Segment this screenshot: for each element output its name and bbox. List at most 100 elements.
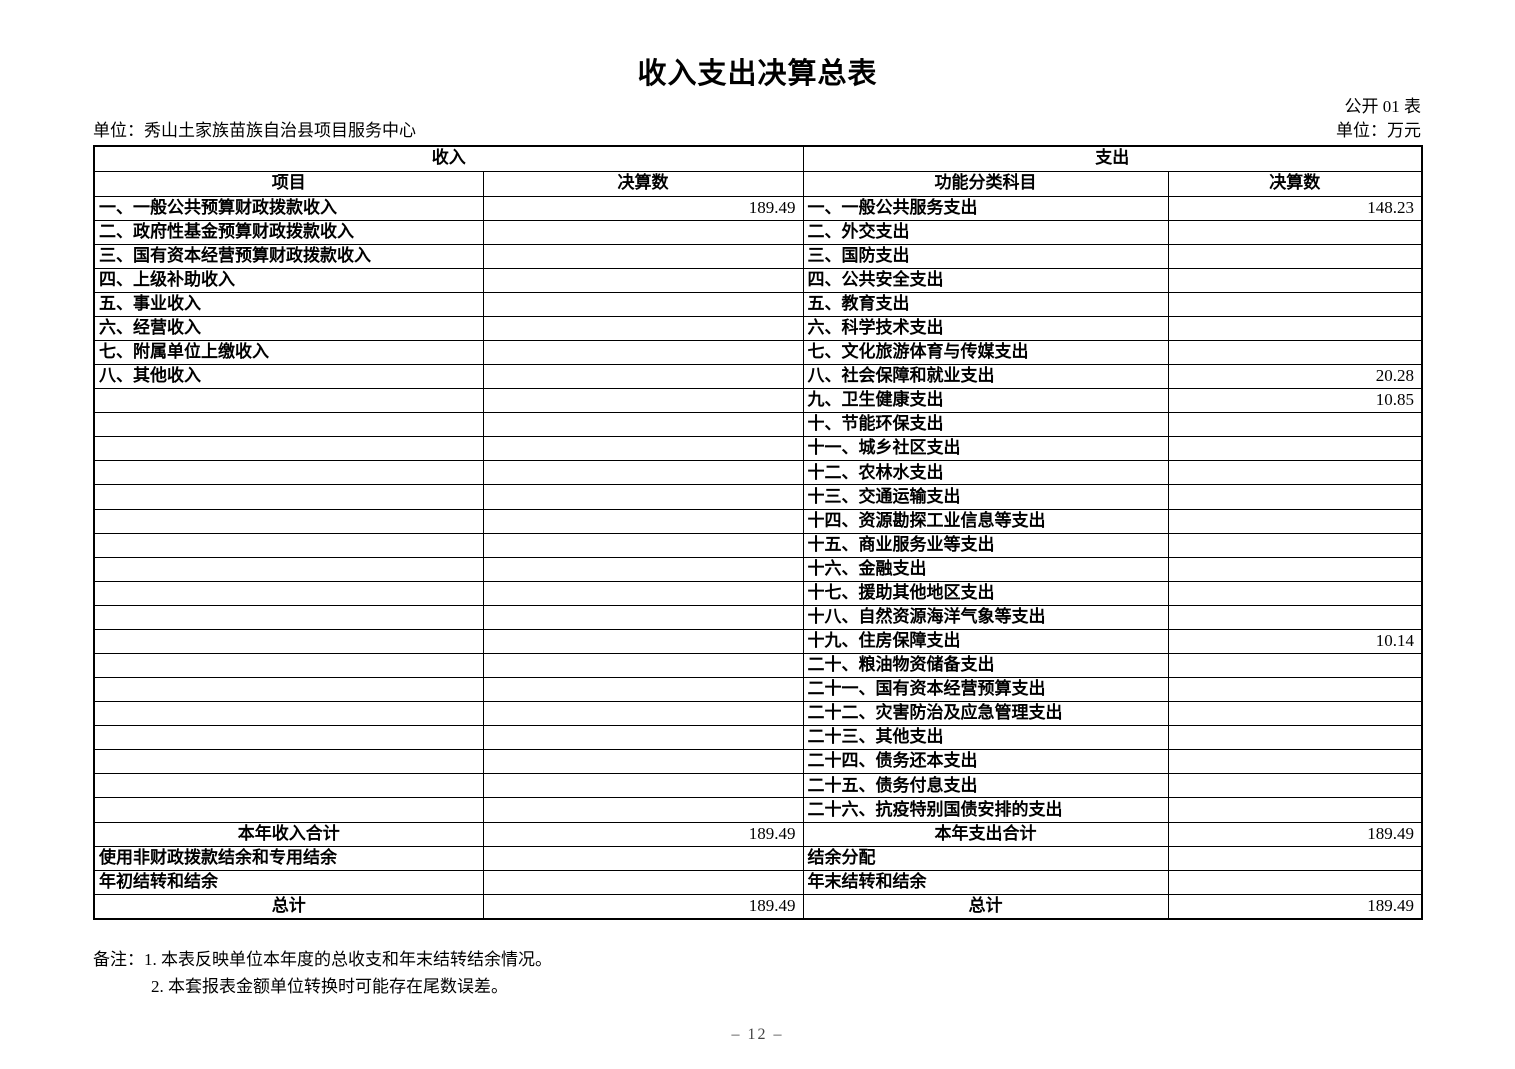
income-item-cell (93, 460, 484, 486)
income-item-cell (93, 532, 484, 558)
expense-item-cell: 一、一般公共服务支出 (802, 195, 1169, 221)
expense-amount-cell (1167, 484, 1423, 510)
column-header-row: 项目 决算数 功能分类科目 决算数 (93, 170, 1423, 197)
income-item-cell: 总计 (93, 893, 484, 920)
income-amount-cell (482, 532, 804, 558)
expense-item-cell: 十四、资源勘探工业信息等支出 (802, 508, 1169, 534)
income-item-cell (93, 701, 484, 727)
expense-amount-cell (1167, 580, 1423, 606)
income-amount-cell (482, 484, 804, 510)
expense-section-header: 支出 (802, 145, 1423, 172)
income-item-cell (93, 773, 484, 799)
income-item-cell: 七、附属单位上缴收入 (93, 339, 484, 366)
expense-amount-cell: 189.49 (1167, 821, 1423, 847)
expense-item-cell: 十五、商业服务业等支出 (802, 532, 1169, 558)
notes-line-1: 备注：1. 本表反映单位本年度的总收支和年末结转结余情况。 (93, 946, 552, 973)
expense-amount-cell (1167, 677, 1423, 703)
expense-amount-cell (1167, 773, 1423, 799)
col-header-expense-amount: 决算数 (1167, 170, 1423, 197)
income-item-cell (93, 484, 484, 510)
expense-item-cell: 二十二、灾害防治及应急管理支出 (802, 701, 1169, 727)
expense-item-cell: 七、文化旅游体育与传媒支出 (802, 339, 1169, 366)
expense-item-cell: 十、节能环保支出 (802, 412, 1169, 438)
income-item-cell: 三、国有资本经营预算财政拨款收入 (93, 243, 484, 269)
expense-amount-cell: 10.85 (1167, 388, 1423, 414)
expense-item-cell: 二十四、债务还本支出 (802, 749, 1169, 775)
table-row: 二十三、其他支出 (93, 725, 1423, 751)
budget-summary-table: 收入 支出 项目 决算数 功能分类科目 决算数 一、一般公共预算财政拨款收入 18… (93, 145, 1423, 920)
income-amount-cell (482, 797, 804, 823)
income-amount-cell (482, 869, 804, 895)
table-code: 公开 01 表 (1344, 97, 1422, 116)
income-amount-cell (482, 556, 804, 582)
col-header-income-amount: 决算数 (482, 170, 804, 197)
expense-amount-cell: 148.23 (1167, 195, 1423, 221)
table-row: 二十二、灾害防治及应急管理支出 (93, 701, 1423, 727)
income-item-cell: 六、经营收入 (93, 315, 484, 341)
income-item-cell (93, 604, 484, 630)
expense-item-cell: 三、国防支出 (802, 243, 1169, 269)
expense-amount-cell (1167, 243, 1423, 269)
page-title: 收入支出决算总表 (637, 58, 878, 90)
table-row: 八、其他收入 八、社会保障和就业支出 20.28 (93, 364, 1423, 390)
expense-item-cell: 年末结转和结余 (802, 869, 1169, 895)
expense-item-cell: 结余分配 (802, 845, 1169, 871)
income-item-cell (93, 677, 484, 703)
page-number: – 12 – (731, 1026, 784, 1043)
income-item-cell (93, 652, 484, 679)
table-row: 十八、自然资源海洋气象等支出 (93, 604, 1423, 630)
expense-amount-cell (1167, 339, 1423, 366)
expense-item-cell: 十三、交通运输支出 (802, 484, 1169, 510)
income-amount-cell: 189.49 (482, 821, 804, 847)
expense-item-cell: 九、卫生健康支出 (802, 388, 1169, 414)
income-amount-cell (482, 291, 804, 317)
table-row: 一、一般公共预算财政拨款收入 189.49 一、一般公共服务支出 148.23 (93, 195, 1423, 221)
table-row: 二十、粮油物资储备支出 (93, 652, 1423, 679)
expense-amount-cell (1167, 701, 1423, 727)
expense-amount-cell (1167, 532, 1423, 558)
expense-amount-cell (1167, 315, 1423, 341)
income-amount-cell (482, 243, 804, 269)
income-item-cell: 二、政府性基金预算财政拨款收入 (93, 219, 484, 245)
income-amount-cell (482, 604, 804, 630)
expense-item-cell: 十七、援助其他地区支出 (802, 580, 1169, 606)
expense-amount-cell (1167, 219, 1423, 245)
expense-item-cell: 二十五、债务付息支出 (802, 773, 1169, 799)
expense-amount-cell (1167, 869, 1423, 895)
expense-amount-cell: 10.14 (1167, 628, 1423, 654)
income-amount-cell (482, 628, 804, 654)
income-item-cell: 八、其他收入 (93, 364, 484, 390)
income-amount-cell (482, 364, 804, 390)
table-row: 十三、交通运输支出 (93, 484, 1423, 510)
income-item-cell (93, 725, 484, 751)
income-amount-cell (482, 725, 804, 751)
col-header-income-item: 项目 (93, 170, 484, 197)
table-row: 六、经营收入 六、科学技术支出 (93, 315, 1423, 341)
expense-amount-cell (1167, 556, 1423, 582)
table-row: 十一、城乡社区支出 (93, 436, 1423, 462)
income-item-cell (93, 412, 484, 438)
income-item-cell (93, 797, 484, 823)
income-amount-cell (482, 315, 804, 341)
table-row: 五、事业收入 五、教育支出 (93, 291, 1423, 317)
expense-item-cell: 二十三、其他支出 (802, 725, 1169, 751)
table-row: 四、上级补助收入 四、公共安全支出 (93, 267, 1423, 293)
income-item-cell (93, 508, 484, 534)
income-amount-cell (482, 773, 804, 799)
income-item-cell: 年初结转和结余 (93, 869, 484, 895)
table-row: 十五、商业服务业等支出 (93, 532, 1423, 558)
expense-amount-cell (1167, 749, 1423, 775)
income-item-cell (93, 556, 484, 582)
expense-amount-cell (1167, 845, 1423, 871)
expense-item-cell: 总计 (802, 893, 1169, 920)
currency-unit-label: 单位：万元 (1336, 121, 1421, 140)
expense-item-cell: 五、教育支出 (802, 291, 1169, 317)
table-row: 二十六、抗疫特别国债安排的支出 (93, 797, 1423, 823)
table-row: 十六、金融支出 (93, 556, 1423, 582)
expense-item-cell: 八、社会保障和就业支出 (802, 364, 1169, 390)
income-item-cell (93, 436, 484, 462)
col-header-expense-item: 功能分类科目 (802, 170, 1169, 197)
income-amount-cell (482, 412, 804, 438)
meta-row: 单位：秀山土家族苗族自治县项目服务中心 单位：万元 (93, 116, 1421, 141)
expense-amount-cell (1167, 291, 1423, 317)
